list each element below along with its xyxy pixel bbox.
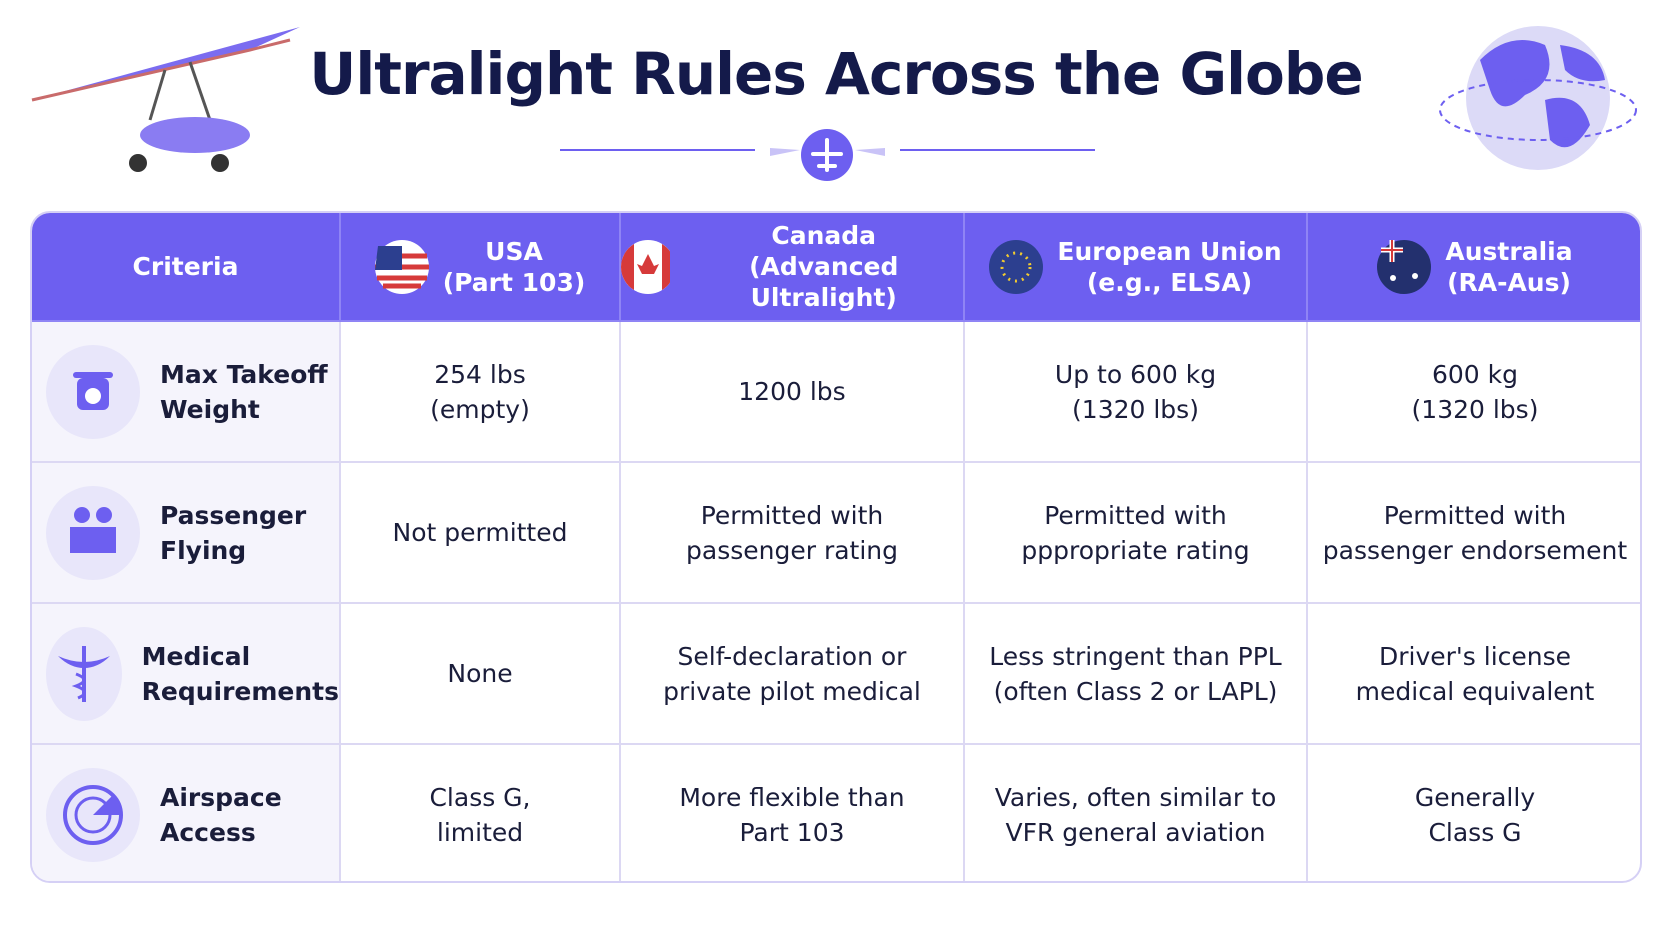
cell-line: Self-declaration or — [677, 641, 907, 671]
data-cell: 1200 lbs — [621, 322, 965, 463]
header-line: (e.g., ELSA) — [1086, 267, 1253, 297]
data-cell: More flexible than Part 103 — [621, 745, 965, 881]
header-text: Criteria — [133, 251, 239, 282]
cell-line: pppropriate rating — [1021, 535, 1250, 565]
header-line: European Union — [1057, 236, 1282, 266]
icon — [73, 371, 113, 410]
data-cell: Not permitted — [341, 463, 621, 604]
criterion-line: Max Takeoff — [160, 359, 328, 389]
cell-line: (empty) — [430, 394, 530, 424]
data-cell: Driver's license medical equivalent — [1308, 604, 1640, 745]
criterion-text: Max Takeoff Weight — [160, 357, 328, 427]
cell-line: Driver's license — [1378, 641, 1572, 671]
criterion-line: Passenger — [160, 500, 307, 530]
header-text: Australia (RA-Aus) — [1445, 236, 1572, 298]
flag — [989, 239, 1044, 294]
criterion-line: Medical — [141, 641, 251, 671]
cell-line: VFR general aviation — [1005, 817, 1266, 847]
flag — [374, 239, 429, 294]
header-cell: Canada (Advanced Ultralight) — [621, 213, 965, 322]
globe-illustration — [1439, 26, 1637, 170]
data-cell: Less stringent than PPL (often Class 2 or… — [965, 604, 1308, 745]
criterion-cell: Max Takeoff Weight — [32, 322, 341, 463]
criterion-cell: Airspace Access — [32, 745, 341, 881]
header-line: (Advanced Ultralight) — [749, 252, 899, 312]
icon — [63, 784, 123, 845]
header-cell: Australia (RA-Aus) — [1308, 213, 1640, 322]
header-cell: Criteria — [32, 213, 341, 322]
header-cell: European Union (e.g., ELSA) — [965, 213, 1308, 322]
flag — [621, 239, 671, 294]
header-line: Canada — [771, 221, 877, 250]
criterion-line: Requirements — [141, 676, 339, 706]
data-cell: 600 kg (1320 lbs) — [1308, 322, 1640, 463]
criterion-icon — [46, 767, 140, 862]
header-text: Canada (Advanced Ultralight) — [684, 220, 963, 313]
data-cell: Class G, limited — [341, 745, 621, 881]
data-cell: Varies, often similar to VFR general avia… — [965, 745, 1308, 881]
flag — [1377, 239, 1432, 294]
criterion-cell: Medical Requirements — [32, 604, 341, 745]
cell-line: (often Class 2 or LAPL) — [993, 676, 1278, 706]
criterion-icon — [46, 626, 122, 721]
criterion-text: Medical Requirements — [142, 639, 339, 709]
header-cell: USA (Part 103) — [341, 213, 621, 322]
cell-line: Permitted with — [1383, 500, 1567, 530]
header-text: USA (Part 103) — [443, 236, 586, 298]
comparison-table: Criteria USA (Part 103) Canada (Advanced Ult… — [30, 211, 1642, 883]
data-cell: Up to 600 kg (1320 lbs) — [965, 322, 1308, 463]
cell-line: Class G, — [429, 782, 531, 812]
criterion-line: Access — [160, 817, 256, 847]
header-line: Australia — [1445, 236, 1573, 266]
cell-line: medical equivalent — [1355, 676, 1595, 706]
cell-line: Up to 600 kg — [1054, 359, 1217, 389]
cell-line: 254 lbs — [434, 359, 526, 389]
data-cell: Permitted with passenger endorsement — [1308, 463, 1640, 604]
cell-line: Part 103 — [739, 817, 845, 847]
header-text: European Union (e.g., ELSA) — [1057, 236, 1281, 298]
criterion-icon — [46, 485, 140, 580]
icon — [70, 506, 116, 553]
cell-line: Not permitted — [392, 518, 568, 547]
title: Ultralight Rules Across the Globe — [309, 40, 1364, 108]
data-cell: None — [341, 604, 621, 745]
header-line: (RA-Aus) — [1447, 267, 1571, 297]
criterion-icon — [46, 344, 140, 439]
cell-line: Permitted with — [700, 500, 884, 530]
cell-line: Varies, often similar to — [994, 782, 1277, 812]
criterion-text: Airspace Access — [160, 780, 282, 850]
header-line: USA — [485, 236, 543, 266]
cell-line: Class G — [1428, 817, 1522, 847]
cell-line: Permitted with — [1044, 500, 1227, 530]
cell-line: More flexible than — [679, 782, 905, 812]
data-cell: Self-declaration or private pilot medical — [621, 604, 965, 745]
cell-line: None — [447, 659, 513, 688]
ultralight-illustration — [31, 27, 300, 172]
cell-line: 600 kg — [1431, 359, 1518, 389]
cell-line: passenger endorsement — [1322, 535, 1628, 565]
header-line: Criteria — [132, 252, 239, 281]
data-cell: 254 lbs (empty) — [341, 322, 621, 463]
cell-line: (1320 lbs) — [1072, 394, 1199, 424]
criterion-line: Weight — [160, 394, 260, 424]
criterion-line: Flying — [160, 535, 247, 565]
data-cell: Permitted with pppropriate rating — [965, 463, 1308, 604]
cell-line: 1200 lbs — [738, 377, 846, 406]
cell-line: Generally — [1414, 782, 1536, 812]
decoration — [31, 26, 1637, 181]
header-line: (Part 103) — [442, 267, 586, 297]
data-cell: Generally Class G — [1308, 745, 1640, 881]
icon — [57, 645, 110, 702]
cell-line: passenger rating — [686, 535, 898, 565]
criterion-cell: Passenger Flying — [32, 463, 341, 604]
criterion-line: Airspace — [160, 782, 282, 812]
cell-line: limited — [436, 817, 524, 847]
cell-line: (1320 lbs) — [1411, 394, 1539, 424]
criterion-text: Passenger Flying — [160, 498, 306, 568]
data-cell: Permitted with passenger rating — [621, 463, 965, 604]
cell-line: private pilot medical — [663, 676, 921, 706]
cell-line: Less stringent than PPL — [989, 641, 1282, 671]
